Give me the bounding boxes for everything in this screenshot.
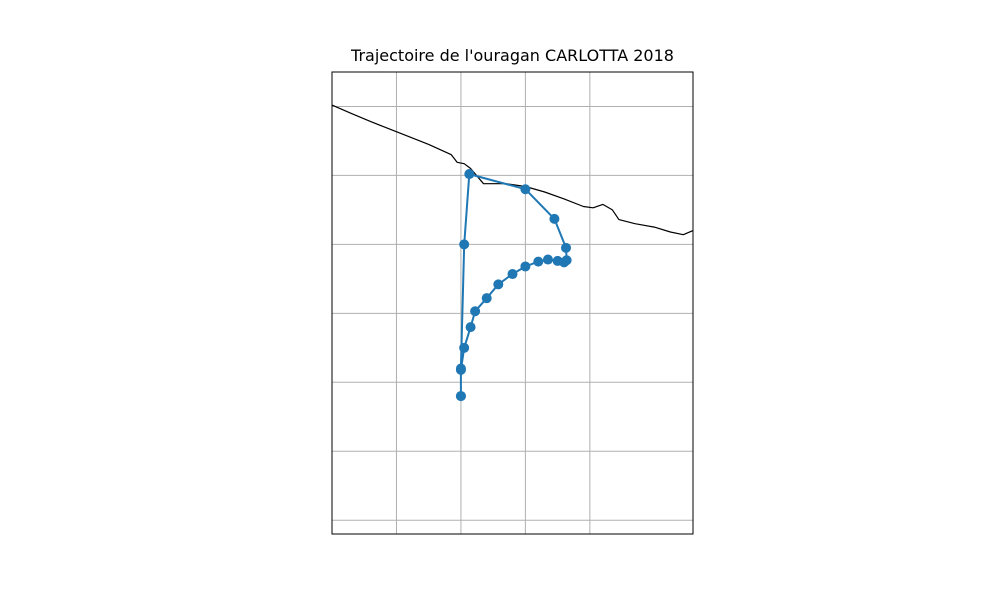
track-point — [533, 256, 544, 267]
track-point — [470, 306, 481, 317]
hurricane-track-layer — [455, 169, 572, 402]
track-point — [561, 242, 572, 253]
track-point — [542, 254, 553, 265]
track-point — [493, 279, 504, 290]
track-point — [459, 239, 470, 250]
track-point — [455, 391, 466, 402]
track-point — [459, 342, 470, 353]
map-background — [332, 72, 693, 534]
chart-title: Trajectoire de l'ouragan CARLOTTA 2018 — [351, 46, 674, 65]
track-point — [465, 322, 476, 333]
track-point — [464, 169, 475, 180]
track-point — [561, 255, 572, 266]
track-point — [481, 293, 492, 304]
track-point — [520, 261, 531, 272]
gridlines — [332, 72, 693, 534]
track-point — [507, 269, 518, 280]
track-point — [455, 363, 466, 374]
map-frame — [331, 71, 694, 535]
track-point — [520, 184, 531, 195]
track-point — [549, 213, 560, 224]
